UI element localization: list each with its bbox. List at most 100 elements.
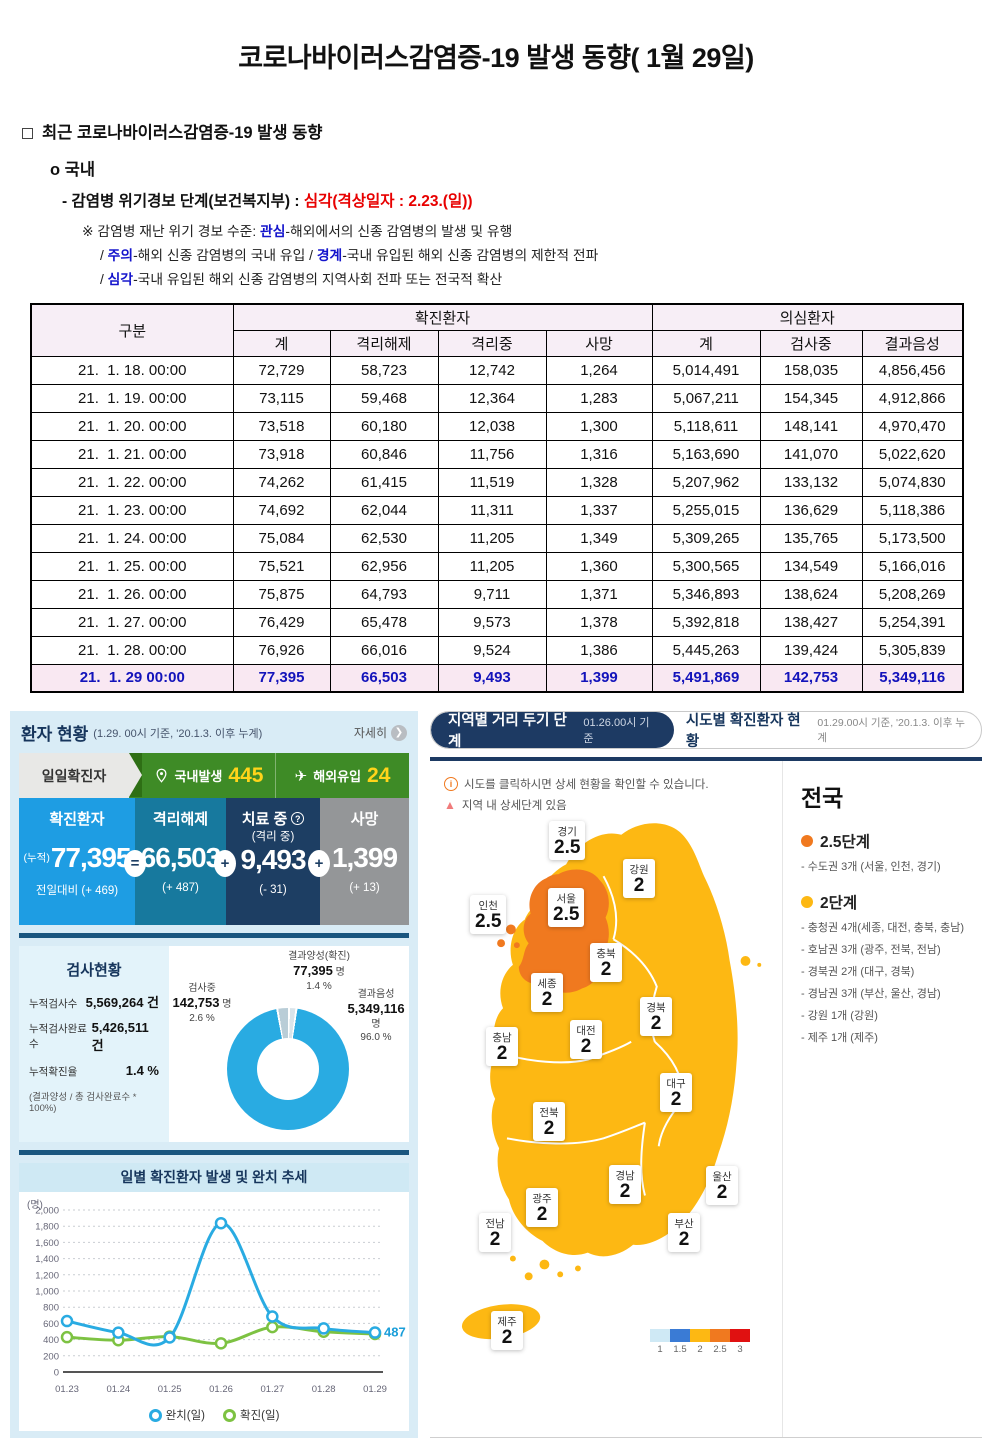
map-region-card[interactable]: 경기 2.5 — [549, 821, 586, 860]
map-region-card[interactable]: 대전 2 — [570, 1020, 602, 1059]
west-island — [497, 939, 506, 948]
table-cell: 11,205 — [437, 523, 547, 553]
table-cell-date: 21. 1. 20. 00:00 — [30, 411, 234, 441]
tab-distancing-level[interactable]: 지역별 거리 두기 단계 01.26.00시 기준 — [431, 712, 674, 748]
dashboard: 환자 현황 (1.29. 00시 기준, '20.1.3. 이후 누계) 자세히… — [10, 711, 982, 1438]
table-cell: 11,519 — [437, 467, 547, 497]
map-info-2: ▲ 지역 내 상세단계 있음 — [444, 798, 567, 812]
map-region-card[interactable]: 대구 2 — [660, 1073, 692, 1112]
table-cell: 11,311 — [437, 495, 547, 525]
map-region-card[interactable]: 강원 2 — [623, 859, 655, 898]
legend-region-item: - 강원 1개 (강원) — [801, 1010, 878, 1022]
intro-domestic: o 국내 — [50, 161, 96, 179]
imported-cases: ✈ 해외유입 24 — [275, 753, 409, 798]
table-cell: 58,723 — [329, 355, 439, 385]
map-region-card[interactable]: 세종 2 — [531, 973, 563, 1012]
table-cell: 5,254,391 — [861, 607, 964, 637]
table-cell: 76,926 — [232, 635, 331, 665]
table-cell-date: 21. 1. 26. 00:00 — [30, 579, 234, 609]
alert-level-line: - 감염병 위기경보 단계(보건복지부) : 심각(격상일자 : 2.23.(일… — [62, 193, 473, 210]
west-island — [513, 942, 520, 949]
trend-chart-title: 일별 확진환자 발생 및 완치 추세 — [19, 1163, 409, 1192]
table-cell: 1,378 — [545, 607, 653, 637]
map-region-card[interactable]: 전북 2 — [533, 1102, 565, 1141]
table-cell: 75,084 — [232, 523, 331, 553]
table-cell-date: 21. 1. 18. 00:00 — [30, 355, 234, 385]
table-cell: 73,115 — [232, 383, 331, 413]
map-region-card[interactable]: 광주 2 — [526, 1188, 558, 1227]
info-icon: i — [444, 777, 458, 791]
table-row: 21. 1. 24. 00:00 75,084 62,530 11,205 1,349 5… — [30, 523, 964, 553]
table-cell: 5,208,269 — [861, 579, 964, 609]
test-status-section: 검사현황 누적검사수 5,569,264 건 누적검사완료수 5,426,511 건… — [19, 946, 409, 1142]
map-region-card[interactable]: 경남 2 — [609, 1165, 641, 1204]
legend-item-recovered: 완치(일) — [148, 1407, 205, 1423]
location-pin-icon — [156, 768, 167, 783]
table-cell: 5,309,265 — [651, 523, 761, 553]
legend-region-item: - 충청권 4개(세종, 대전, 충북, 충남) — [801, 922, 964, 934]
legend-items-25: - 수도권 3개 (서울, 인천, 경기) — [801, 858, 982, 874]
map-region-card[interactable]: 인천 2.5 — [470, 895, 507, 934]
legend-region-item: - 경북권 2개 (대구, 경북) — [801, 966, 915, 978]
table-row: 21. 1. 27. 00:00 76,429 65,478 9,573 1,378 5,… — [30, 607, 964, 637]
ulleungdo-island — [740, 956, 751, 966]
patient-status-panel: 환자 현황 (1.29. 00시 기준, '20.1.3. 이후 누계) 자세히… — [10, 711, 418, 1438]
help-icon[interactable]: ? — [291, 812, 305, 825]
table-cell: 9,711 — [437, 579, 547, 609]
tab-confirmed-by-region[interactable]: 시도별 확진환자 현황 01.29.00시 기준, '20.1.3. 이후 누계 — [685, 713, 965, 749]
region-map-panel: 지역별 거리 두기 단계 01.26.00시 기준 시도별 확진환자 현황 01… — [430, 711, 982, 1438]
map-region-card[interactable]: 울산 2 — [706, 1166, 738, 1205]
table-row: 21. 1. 20. 00:00 73,518 60,180 12,038 1,300 5… — [30, 411, 964, 441]
detail-link[interactable]: 자세히 ❯ — [354, 724, 407, 741]
map-region-card[interactable]: 경북 2 — [640, 997, 672, 1036]
section-divider — [19, 1150, 409, 1155]
table-cell: 9,573 — [437, 607, 547, 637]
table-cell: 75,875 — [232, 579, 331, 609]
panel-title: 환자 현황 — [21, 725, 89, 744]
table-cell: 74,692 — [232, 495, 331, 525]
capital-area-shape[interactable] — [518, 869, 609, 993]
svg-text:800: 800 — [43, 1303, 59, 1314]
table-cell: 148,141 — [759, 411, 863, 441]
equals-icon: = — [124, 850, 146, 877]
map-region-card[interactable]: 부산 2 — [668, 1213, 700, 1252]
intro-section: 최근 코로나바이러스감염증-19 발생 동향 o 국내 - 감염병 위기경보 단… — [22, 119, 992, 288]
table-cell: 1,264 — [545, 355, 653, 385]
test-donut-area: 결과양성(확진) 77,395 명 1.4 % 검사중 142,753 명 2.… — [169, 946, 409, 1142]
table-cell: 5,022,620 — [861, 439, 964, 469]
legend-item-confirmed: 확진(일) — [223, 1407, 279, 1423]
alert-note-3: / 심각-국내 유입된 해외 신종 감염병의 지역사회 전파 또는 전국적 확산 — [100, 272, 503, 287]
svg-text:200: 200 — [43, 1351, 59, 1362]
legend-items-2: - 충청권 4개(세종, 대전, 충북, 충남) - 호남권 3개 (광주, 전북… — [801, 919, 982, 1045]
south-island — [524, 1272, 533, 1281]
table-cell: 1,337 — [545, 495, 653, 525]
table-cell: 73,518 — [232, 411, 331, 441]
table-cell-date: 21. 1. 25. 00:00 — [30, 551, 234, 581]
legend-region-item: - 수도권 3개 (서울, 인천, 경기) — [801, 861, 941, 873]
map-region-card[interactable]: 전남 2 — [479, 1213, 511, 1252]
table-cell: 62,956 — [329, 551, 439, 581]
checkbox-square-icon — [22, 128, 33, 139]
table-cell: 60,846 — [329, 439, 439, 469]
map-region-card[interactable]: 제주 2 — [491, 1311, 523, 1350]
table-cell-date: 21. 1. 28. 00:00 — [30, 635, 234, 665]
level-dot-25 — [801, 835, 813, 847]
table-cell-date: 21. 1. 24. 00:00 — [30, 523, 234, 553]
table-cell: 72,729 — [232, 355, 331, 385]
deaths-total: 1,399 — [331, 842, 398, 873]
ring-icon-confirmed — [223, 1408, 236, 1422]
table-cell: 73,918 — [232, 439, 331, 469]
ring-icon-recovered — [148, 1408, 162, 1422]
table-row: 21. 1. 19. 00:00 73,115 59,468 12,364 1,283 5… — [30, 383, 964, 413]
confirmed-total: (누적)77,395 — [23, 842, 132, 873]
map-region-card[interactable]: 충북 2 — [590, 943, 622, 982]
stat-box-confirmed: 확진환자 (누적)77,395 전일대비 (+ 469) — [19, 798, 135, 925]
table-cell: 135,765 — [759, 523, 863, 553]
table-cell: 4,970,470 — [861, 411, 964, 441]
map-region-card[interactable]: 충남 2 — [486, 1027, 518, 1066]
table-cell: 5,074,830 — [861, 467, 964, 497]
table-cell: 76,429 — [232, 607, 331, 637]
table-cell: 5,118,611 — [651, 411, 761, 441]
map-region-card[interactable]: 서울 2.5 — [548, 888, 585, 927]
table-row: 21. 1. 29 00:00 77,395 66,503 9,493 1,399 5,4… — [30, 663, 964, 693]
